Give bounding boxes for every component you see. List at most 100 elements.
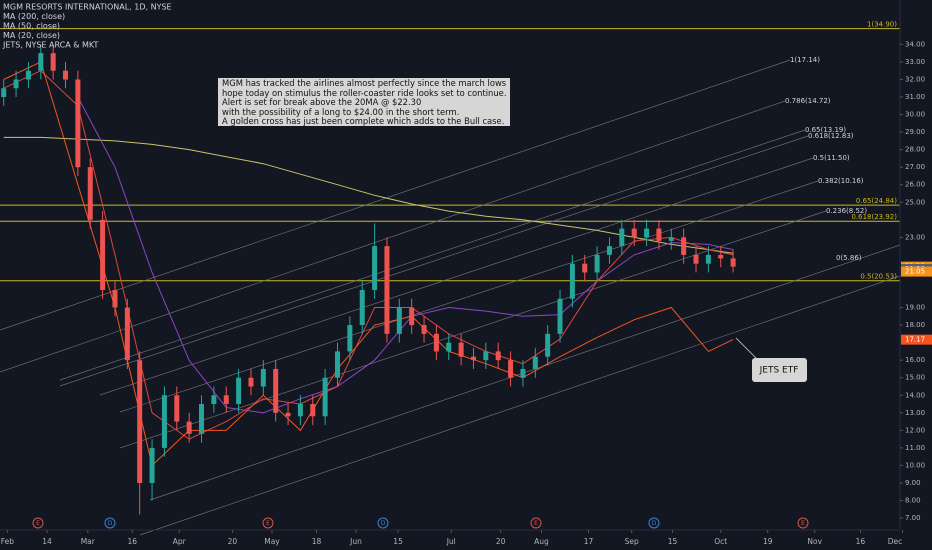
series-line <box>77 96 734 414</box>
fan-line <box>119 180 819 413</box>
candle-body <box>322 377 328 417</box>
event-marker <box>32 517 44 529</box>
candle-body <box>149 447 155 483</box>
candle-body <box>458 342 464 357</box>
fan-label: 0.382(10.16) <box>818 177 864 185</box>
level-label: 0.5(20.53) <box>860 273 897 281</box>
fan-line <box>0 59 791 331</box>
event-label: E <box>534 520 538 527</box>
y-tick-label: 9.00 <box>905 479 921 487</box>
x-tick-label: May <box>264 537 280 546</box>
x-tick-label: Jul <box>446 537 456 546</box>
candle-body <box>199 404 205 434</box>
candle-body <box>223 395 229 405</box>
price-tag-label: 17.17 <box>905 336 925 344</box>
event-label: D <box>652 520 657 527</box>
y-tick-label: 31.00 <box>905 93 925 101</box>
x-tick-label: Oct <box>714 537 727 546</box>
y-tick-label: 16.00 <box>905 356 925 364</box>
x-tick-label: 15 <box>668 537 678 546</box>
x-tick-label: Apr <box>173 537 187 546</box>
y-tick-label: 15.00 <box>905 374 925 382</box>
x-tick-label: Jun <box>349 537 362 546</box>
candle-body <box>582 263 588 273</box>
x-tick-label: 14 <box>42 537 52 546</box>
legend-entry: MGM RESORTS INTERNATIONAL, 1D, NYSE <box>3 3 172 12</box>
fan-label: 0.65(13.19) <box>805 126 846 134</box>
y-tick-label: 11.00 <box>905 444 925 452</box>
fan-line <box>59 129 806 381</box>
event-marker <box>648 517 660 529</box>
level-label: 1(34.90) <box>867 21 897 29</box>
fan-line <box>59 135 809 387</box>
event-label: D <box>108 520 113 527</box>
candle-body <box>335 351 340 378</box>
y-tick-label: 29.00 <box>905 128 925 136</box>
event-marker <box>530 517 542 529</box>
candle-body <box>75 79 81 168</box>
candle-body <box>260 368 266 387</box>
y-tick-label: 33.00 <box>905 58 925 66</box>
candle-body <box>13 79 19 89</box>
event-label: E <box>36 520 40 527</box>
candle-body <box>520 368 526 378</box>
price-tag <box>901 266 932 277</box>
x-tick-label: 19 <box>763 537 773 546</box>
candle-body <box>211 395 217 405</box>
candle-body <box>705 254 711 264</box>
candle-body <box>124 307 130 361</box>
candle-body <box>285 412 291 417</box>
candle-body <box>372 246 378 290</box>
y-tick-label: 32.00 <box>905 75 925 83</box>
candle-body <box>681 237 687 255</box>
legend-entry: MA (20, close) <box>3 31 60 40</box>
x-tick-label: 20 <box>228 537 238 546</box>
x-tick-label: Aug <box>534 537 549 546</box>
candle-body <box>1 88 7 98</box>
candle-body <box>508 360 514 378</box>
candle-body <box>50 53 56 71</box>
x-tick-label: 20 <box>496 537 506 546</box>
event-label: E <box>801 520 805 527</box>
annotation-line: Alert is set for break above the 20MA @ … <box>222 98 422 108</box>
candle-body <box>619 228 625 247</box>
x-tick-label: Dec <box>888 537 903 546</box>
candle-body <box>718 254 724 259</box>
candle-body <box>297 404 303 417</box>
level-label: 0.65(24.84) <box>856 197 897 205</box>
annotation-line: with the possibility of a long to $24.00… <box>222 107 460 117</box>
y-tick-label: 7.00 <box>905 514 921 522</box>
candle-body <box>433 333 439 352</box>
y-tick-label: 14.00 <box>905 391 925 399</box>
fan-lines <box>0 59 901 536</box>
candle-body <box>446 342 452 352</box>
candle-body <box>347 325 353 352</box>
legend-entry: MA (200, close) <box>3 12 65 21</box>
y-tick-label: 27.00 <box>905 163 925 171</box>
candle-body <box>359 290 365 326</box>
candle-body <box>310 404 316 417</box>
event-marker <box>377 517 389 529</box>
fan-label: 0.786(14.72) <box>785 97 831 105</box>
legend-entry: JETS, NYSE ARCA & MKT <box>2 41 99 50</box>
callout-text: JETS ETF <box>759 366 799 376</box>
y-tick-label: 13.00 <box>905 409 925 417</box>
y-tick-label: 26.00 <box>905 181 925 189</box>
fan-label: 0.618(12.83) <box>808 132 854 140</box>
y-tick-label: 23.00 <box>905 233 925 241</box>
callout-box <box>752 358 807 382</box>
fan-label: 0.236(8.52) <box>826 207 867 215</box>
annotation-line: MGM has tracked the airlines almost perf… <box>222 79 506 88</box>
y-tick-label: 10.00 <box>905 461 925 469</box>
fan-label: 0.5(11.50) <box>813 154 850 162</box>
candle-body <box>409 307 415 326</box>
annotation-box: MGM has tracked the airlines almost perf… <box>218 78 510 126</box>
candle-body <box>236 377 242 405</box>
candle-body <box>248 377 254 387</box>
fan-label: 1(17.14) <box>790 56 820 64</box>
candle-body <box>396 307 402 334</box>
y-tick-label: 12.00 <box>905 426 925 434</box>
price-tag-label: 21.05 <box>905 268 925 276</box>
